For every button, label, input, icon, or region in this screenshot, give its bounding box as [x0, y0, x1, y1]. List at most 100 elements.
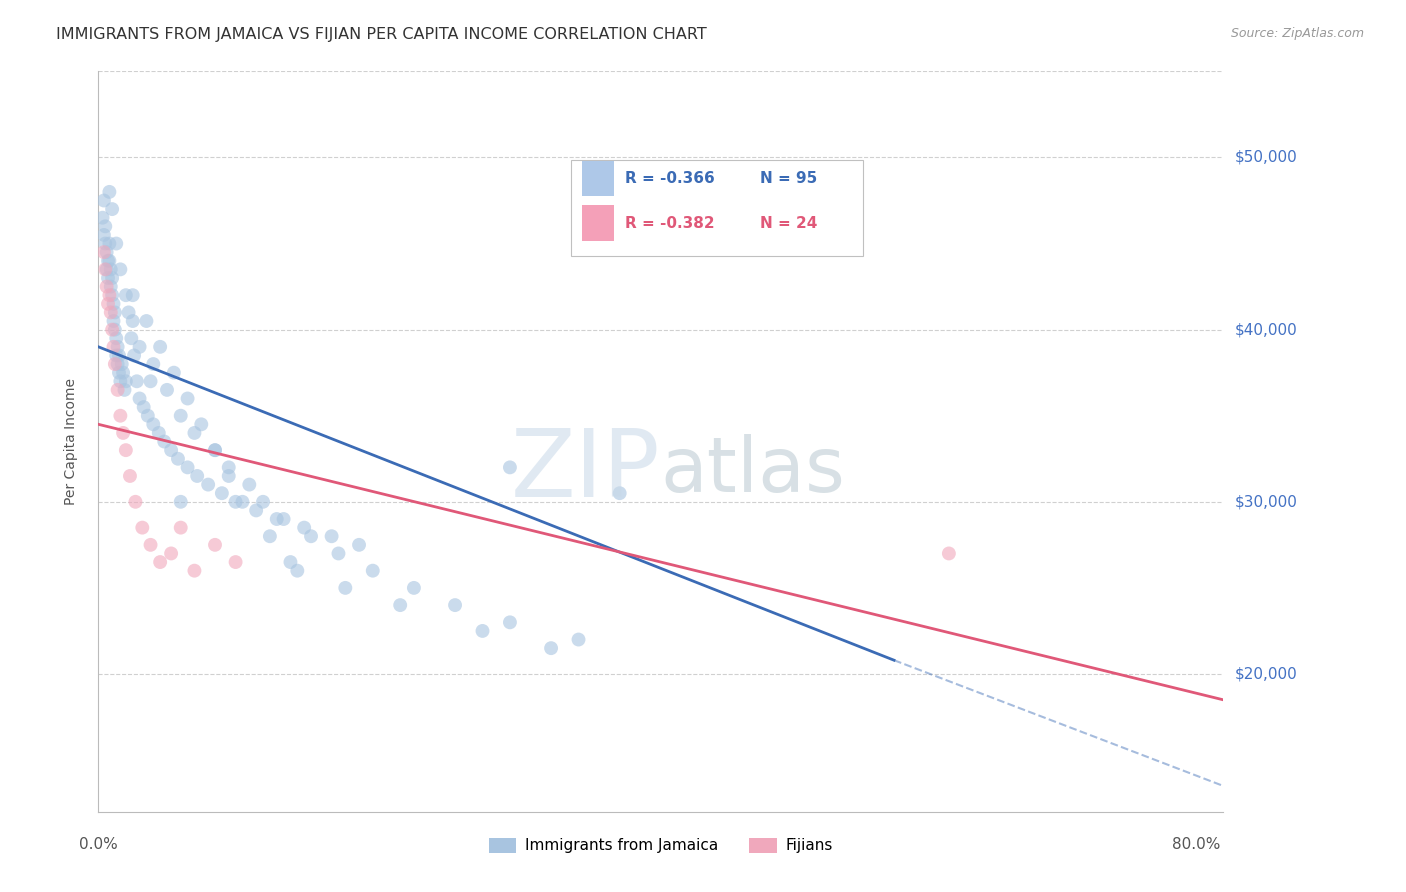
Point	[98, 288, 121, 302]
Point	[176, 460, 198, 475]
Point	[125, 374, 148, 388]
Legend: Immigrants from Jamaica, Fijians: Immigrants from Jamaica, Fijians	[482, 831, 839, 860]
FancyBboxPatch shape	[571, 161, 863, 257]
Point	[142, 417, 165, 432]
Point	[100, 279, 122, 293]
Point	[204, 538, 226, 552]
Point	[176, 392, 198, 406]
Text: $50,000: $50,000	[1234, 150, 1298, 165]
Point	[211, 486, 233, 500]
Text: N = 95: N = 95	[759, 171, 817, 186]
Point	[238, 477, 260, 491]
Point	[347, 538, 370, 552]
Point	[170, 409, 193, 423]
Point	[252, 495, 274, 509]
Point	[156, 383, 179, 397]
Point	[153, 434, 176, 449]
Point	[540, 641, 562, 656]
Point	[259, 529, 281, 543]
Point	[93, 227, 115, 242]
Point	[225, 495, 247, 509]
Point	[204, 443, 226, 458]
Point	[101, 323, 124, 337]
Point	[105, 348, 128, 362]
Point	[121, 288, 143, 302]
Point	[104, 305, 127, 319]
Point	[112, 366, 135, 380]
Text: IMMIGRANTS FROM JAMAICA VS FIJIAN PER CAPITA INCOME CORRELATION CHART: IMMIGRANTS FROM JAMAICA VS FIJIAN PER CA…	[56, 27, 707, 42]
Point	[328, 546, 350, 560]
FancyBboxPatch shape	[582, 205, 613, 241]
Point	[471, 624, 494, 638]
Point	[121, 314, 143, 328]
Point	[170, 495, 193, 509]
Point	[105, 236, 128, 251]
Point	[163, 366, 186, 380]
Point	[402, 581, 425, 595]
Point	[128, 340, 150, 354]
Point	[103, 340, 125, 354]
Point	[120, 331, 142, 345]
Point	[94, 262, 117, 277]
Point	[115, 288, 138, 302]
Point	[104, 323, 127, 337]
Point	[91, 211, 114, 225]
Point	[938, 546, 960, 560]
Text: $40,000: $40,000	[1234, 322, 1298, 337]
Point	[104, 357, 127, 371]
Point	[160, 546, 183, 560]
Point	[115, 443, 138, 458]
Point	[97, 253, 120, 268]
Point	[167, 451, 190, 466]
Text: $20,000: $20,000	[1234, 666, 1298, 681]
Point	[231, 495, 253, 509]
Point	[108, 366, 131, 380]
Point	[107, 357, 129, 371]
Point	[197, 477, 219, 491]
Point	[98, 253, 121, 268]
Point	[499, 460, 522, 475]
Text: 80.0%: 80.0%	[1171, 837, 1220, 852]
Point	[101, 271, 124, 285]
Point	[98, 236, 121, 251]
Point	[103, 314, 125, 328]
Point	[118, 469, 141, 483]
FancyBboxPatch shape	[582, 161, 613, 196]
Point	[98, 185, 121, 199]
Y-axis label: Per Capita Income: Per Capita Income	[63, 378, 77, 505]
Point	[292, 521, 315, 535]
Point	[101, 202, 124, 216]
Point	[94, 236, 117, 251]
Point	[96, 262, 118, 277]
Point	[97, 297, 120, 311]
Point	[110, 262, 132, 277]
Point	[273, 512, 295, 526]
Text: R = -0.382: R = -0.382	[624, 216, 714, 231]
Point	[107, 340, 129, 354]
Point	[389, 598, 412, 612]
Point	[567, 632, 589, 647]
Point	[103, 297, 125, 311]
Point	[93, 245, 115, 260]
Point	[139, 374, 162, 388]
Point	[100, 305, 122, 319]
Point	[218, 460, 240, 475]
Text: R = -0.366: R = -0.366	[624, 171, 714, 186]
Point	[225, 555, 247, 569]
Text: atlas: atlas	[661, 434, 845, 508]
Text: ZIP: ZIP	[512, 425, 661, 517]
Point	[115, 374, 138, 388]
Point	[110, 409, 132, 423]
Point	[112, 425, 135, 440]
Point	[131, 521, 153, 535]
Point	[218, 469, 240, 483]
Point	[124, 495, 146, 509]
Point	[122, 348, 145, 362]
Point	[149, 555, 172, 569]
Point	[110, 374, 132, 388]
Point	[285, 564, 308, 578]
Point	[170, 521, 193, 535]
Point	[107, 383, 129, 397]
Point	[96, 245, 118, 260]
Point	[190, 417, 212, 432]
